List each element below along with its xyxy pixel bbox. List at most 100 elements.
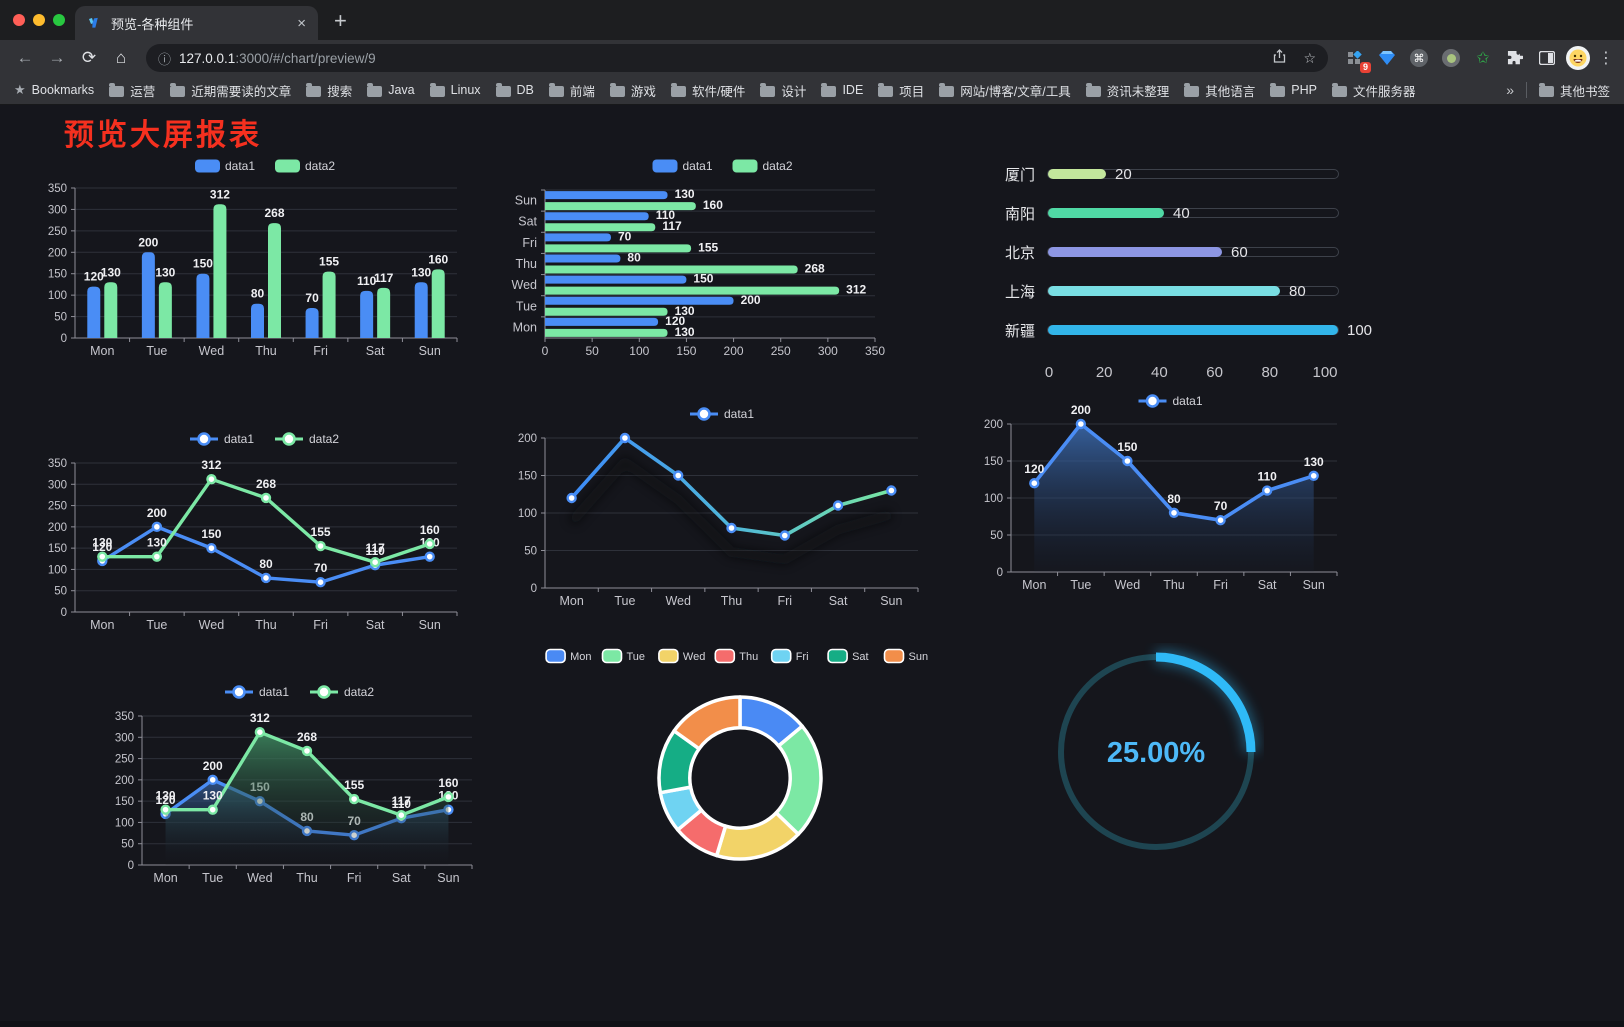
tab-favicon-icon [89, 17, 98, 28]
browser-tab[interactable]: 预览-各种组件 × [75, 6, 318, 40]
svg-text:155: 155 [311, 525, 331, 539]
recorder-extension-icon[interactable] [1438, 45, 1464, 71]
bookmark-item[interactable]: 资讯未整理 [1085, 81, 1169, 100]
extensions-puzzle-icon[interactable] [1502, 45, 1528, 71]
bookmark-item[interactable]: 前端 [548, 81, 595, 100]
new-tab-button[interactable]: + [334, 8, 347, 33]
profile-avatar[interactable] [1566, 46, 1590, 70]
svg-text:100: 100 [48, 290, 67, 302]
bookmark-item[interactable]: DB [495, 82, 534, 97]
svg-text:Mon: Mon [513, 320, 537, 334]
star-extension-icon[interactable]: ✩ [1476, 50, 1490, 67]
bookmark-item[interactable]: Java [367, 82, 415, 97]
svg-text:Fri: Fri [313, 618, 328, 632]
chart-dual-line[interactable]: data1 data2 0 50 100 150 200 250 300 350 Mon Tue Wed… [45, 425, 465, 640]
bookmark-item[interactable]: 游戏 [609, 81, 656, 100]
chart-grouped-bar[interactable]: data1 data2 0 50 100 150 200 250 300 350 Mon Tue Wed… [45, 150, 465, 365]
svg-text:70: 70 [305, 291, 319, 305]
bookmark-star-icon[interactable]: ☆ [1303, 49, 1316, 66]
reload-button[interactable]: ⟳ [81, 48, 97, 67]
maximize-window-button[interactable] [53, 14, 65, 26]
bookmark-label: 其他语言 [1205, 84, 1256, 99]
chart-single-area[interactable]: data1 0 50 100 150 200 Mon Tue Wed Thu Fri Sat Sun 12… [983, 388, 1343, 600]
bookmark-item[interactable]: ★ Bookmarks [14, 82, 94, 98]
svg-text:312: 312 [250, 711, 270, 725]
svg-text:155: 155 [344, 778, 364, 792]
chart-gauge[interactable]: 25.00% [1048, 643, 1264, 859]
bookmark-item[interactable]: 网站/博客/文章/工具 [939, 81, 1071, 100]
chart-dual-area[interactable]: data1 data2 0 50 100 150 200 250 300 350 Mon Tue Wed… [100, 678, 480, 893]
bookmark-label: 设计 [781, 84, 807, 99]
svg-text:250: 250 [48, 226, 67, 238]
svg-text:Sat: Sat [829, 594, 848, 608]
tab-manager-extension-icon[interactable]: 9 [1342, 45, 1371, 73]
svg-text:160: 160 [438, 776, 458, 790]
svg-text:Thu: Thu [255, 344, 277, 358]
site-info-icon[interactable]: ⓘ [158, 51, 172, 67]
tab-close-icon[interactable]: × [297, 14, 306, 32]
chart-horizontal-bar[interactable]: data1 data2 0 50 100 150 200 250 300 350 Sun 130 160… [500, 150, 925, 365]
svg-text:130: 130 [675, 304, 695, 318]
bookmark-item[interactable]: 文件服务器 [1331, 81, 1415, 100]
svg-text:150: 150 [201, 527, 221, 541]
chart-donut[interactable]: Mon Tue Wed Thu Fri Sat Sun [545, 638, 930, 978]
back-button[interactable]: ← [16, 48, 34, 67]
bookmark-item[interactable]: 搜索 [306, 81, 352, 100]
forward-button[interactable]: → [48, 48, 66, 67]
minimize-window-button[interactable] [33, 14, 45, 26]
svg-text:data1: data1 [683, 159, 713, 173]
bookmark-label: Bookmarks [31, 83, 95, 97]
bookmarks-overflow-button[interactable]: » [1506, 82, 1514, 98]
svg-text:Tue: Tue [202, 871, 223, 885]
bookmark-item[interactable]: IDE [821, 82, 863, 97]
progress-value: 20 [1115, 166, 1132, 183]
svg-text:50: 50 [524, 546, 537, 558]
svg-text:160: 160 [703, 198, 723, 212]
svg-text:Sat: Sat [366, 344, 385, 358]
bookmark-item[interactable]: 运营 [109, 81, 155, 100]
bookmark-label: Java [388, 83, 415, 97]
svg-text:Wed: Wed [665, 594, 691, 608]
close-window-button[interactable] [13, 14, 25, 26]
chart-gradient-line[interactable]: data1 0 50 100 150 200 Mon Tue Wed Thu Fri Sat Sun [500, 400, 925, 615]
svg-text:Sat: Sat [392, 871, 411, 885]
progress-label: 南阳 [1004, 205, 1035, 223]
bookmark-item[interactable]: PHP [1270, 82, 1317, 97]
svg-text:data2: data2 [763, 159, 793, 173]
page-content: 预览大屏报表 data1 data2 0 50 100 150 200 250 300 350 Mo… [0, 105, 1624, 1027]
bookmark-item[interactable]: 近期需要读的文章 [170, 81, 291, 100]
chart-progress-bars[interactable]: 厦门 20 南阳 40 北京 60 上海 80 新疆 100 0 20 40 60 80 100 [995, 155, 1395, 400]
bookmark-item[interactable]: Linux [429, 82, 481, 97]
share-icon[interactable] [1272, 49, 1287, 67]
gem-extension-icon[interactable] [1374, 45, 1400, 71]
svg-text:120: 120 [156, 793, 176, 807]
svg-text:200: 200 [147, 506, 167, 520]
home-button[interactable]: ⌂ [115, 48, 127, 67]
svg-text:200: 200 [48, 522, 67, 534]
other-bookmarks-button[interactable]: 其他书签 [1538, 81, 1610, 100]
progress-track: 60 [1047, 244, 1339, 261]
bookmark-label: 运营 [130, 84, 156, 99]
folder-icon [878, 82, 894, 97]
bookmark-item[interactable]: 设计 [760, 81, 806, 100]
svg-text:Tue: Tue [146, 344, 167, 358]
bookmark-label: Linux [450, 83, 481, 97]
svg-text:268: 268 [264, 206, 284, 220]
address-bar[interactable]: ⓘ 127.0.0.1:3000/#/chart/preview/9 ☆ [146, 44, 1328, 72]
svg-text:160: 160 [428, 252, 448, 266]
svg-text:350: 350 [865, 344, 885, 358]
bookmark-label: 搜索 [327, 84, 353, 99]
bookmark-item[interactable]: 项目 [878, 81, 924, 100]
svg-text:Wed: Wed [1115, 578, 1141, 592]
svg-text:100: 100 [115, 817, 134, 829]
browser-menu-icon[interactable]: ⋮ [1598, 50, 1614, 67]
side-panel-icon[interactable] [1534, 45, 1560, 71]
svg-text:0: 0 [128, 860, 134, 872]
folder-icon [609, 82, 625, 97]
command-extension-icon[interactable]: ⌘ [1406, 45, 1432, 71]
progress-row: 新疆 100 [995, 322, 1395, 340]
bookmark-item[interactable]: 软件/硬件 [670, 81, 745, 100]
folder-icon [670, 82, 686, 97]
progress-label: 新疆 [1004, 322, 1035, 340]
bookmark-item[interactable]: 其他语言 [1184, 81, 1255, 100]
